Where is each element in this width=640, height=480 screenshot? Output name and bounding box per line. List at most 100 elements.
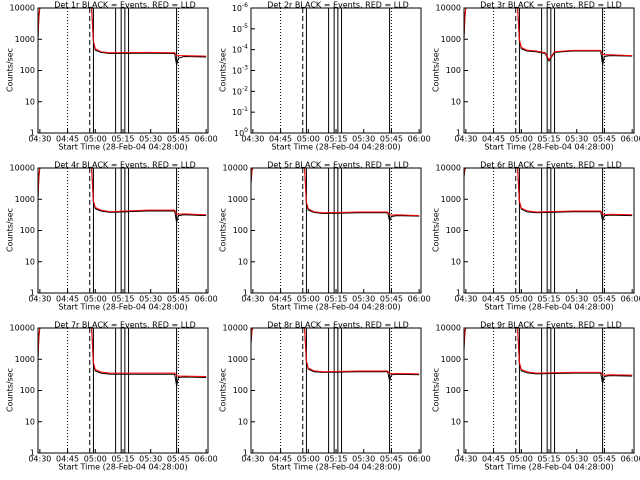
x-tick-label: 05:15: [111, 455, 134, 464]
x-axis-label: Start Time (28-Feb-04 04:28:00): [484, 463, 613, 472]
panel: Det 8r BLACK = Events, RED = LLD Start Ti…: [219, 321, 431, 472]
x-tick-label: 04:30: [454, 135, 477, 144]
x-tick-label: 05:30: [565, 135, 588, 144]
y-tick-label: 1000: [15, 195, 35, 204]
y-tick-label: 1: [243, 449, 248, 458]
series-line: [251, 328, 420, 382]
x-axis-label: Start Time (28-Feb-04 04:28:00): [484, 143, 613, 152]
y-tick-label: 1: [456, 289, 461, 298]
x-tick-label: 05:30: [565, 455, 588, 464]
panel-title: Det 8r BLACK = Events, RED = LLD: [267, 321, 409, 330]
panel-title: Det 1r BLACK = Events, RED = LLD: [54, 1, 196, 10]
x-axis-label: Start Time (28-Feb-04 04:28:00): [58, 303, 187, 312]
y-tick-label: 10000: [436, 324, 461, 333]
x-tick-label: 05:00: [510, 455, 533, 464]
x-tick-label: 05:30: [565, 295, 588, 304]
plot-frame: [250, 7, 422, 134]
y-tick-label: 10: [25, 257, 35, 266]
x-tick-label: 04:45: [269, 135, 292, 144]
x-tick-label: 06:00: [408, 135, 431, 144]
x-tick-label: 05:15: [537, 295, 560, 304]
y-axis-label: Counts/sec: [6, 368, 15, 412]
x-tick-label: 04:30: [28, 295, 51, 304]
x-tick-label: 06:00: [621, 135, 640, 144]
y-tick-label: 10000: [10, 4, 35, 13]
y-tick-label: 10: [451, 97, 461, 106]
x-tick-label: 05:45: [593, 295, 616, 304]
x-tick-label: 05:45: [380, 455, 403, 464]
y-tick-label: 10000: [223, 164, 248, 173]
y-tick-label: 100: [446, 226, 461, 235]
y-tick-label: 10-4: [232, 43, 248, 54]
y-tick-label: 100: [20, 66, 35, 75]
panel: Det 4r BLACK = Events, RED = LLD Start Ti…: [6, 161, 218, 312]
x-tick-label: 05:00: [297, 295, 320, 304]
x-tick-label: 04:45: [56, 295, 79, 304]
y-tick-label: 10: [238, 257, 248, 266]
y-tick-label: 100: [234, 127, 248, 138]
series-line: [464, 328, 633, 384]
x-tick-label: 05:00: [297, 455, 320, 464]
x-tick-label: 05:15: [324, 455, 347, 464]
x-tick-label: 05:00: [84, 295, 107, 304]
y-tick-label: 10: [451, 257, 461, 266]
series-line: [251, 168, 420, 217]
y-axis-label: Counts/sec: [219, 368, 228, 412]
y-tick-label: 100: [446, 386, 461, 395]
x-tick-label: 04:45: [482, 455, 505, 464]
series-line: [38, 168, 207, 216]
x-tick-label: 04:45: [482, 135, 505, 144]
series-line: [38, 8, 207, 66]
x-tick-label: 04:30: [454, 455, 477, 464]
y-tick-label: 1000: [441, 195, 461, 204]
x-tick-label: 04:45: [482, 295, 505, 304]
y-axis-label: Counts/sec: [432, 208, 441, 252]
series-line: [251, 168, 420, 223]
y-axis-label: Counts/sec: [6, 208, 15, 252]
panel: Det 6r BLACK = Events, RED = LLD Start Ti…: [432, 161, 640, 312]
x-tick-label: 05:00: [84, 455, 107, 464]
plot-frame: [37, 167, 209, 294]
x-tick-label: 05:00: [84, 135, 107, 144]
x-tick-label: 04:30: [28, 455, 51, 464]
y-axis-label: Counts/sec: [219, 48, 228, 92]
y-axis-label: Counts/sec: [432, 48, 441, 92]
x-tick-label: 05:15: [324, 295, 347, 304]
series-line: [251, 328, 420, 375]
x-tick-label: 05:45: [380, 135, 403, 144]
x-tick-label: 05:15: [111, 135, 134, 144]
x-axis-label: Start Time (28-Feb-04 04:28:00): [484, 303, 613, 312]
panel: Det 2r BLACK = Events, RED = LLD Start Ti…: [219, 1, 431, 152]
panel-title: Det 6r BLACK = Events, RED = LLD: [480, 161, 622, 170]
y-tick-label: 1000: [441, 355, 461, 364]
y-tick-label: 1: [30, 129, 35, 138]
panel-title: Det 3r BLACK = Events, RED = LLD: [480, 1, 622, 10]
x-tick-label: 05:45: [593, 455, 616, 464]
y-tick-label: 1000: [441, 35, 461, 44]
y-tick-label: 10000: [436, 164, 461, 173]
series-line: [464, 328, 633, 376]
x-tick-label: 05:45: [167, 295, 190, 304]
y-tick-label: 10000: [10, 164, 35, 173]
x-tick-label: 05:00: [510, 295, 533, 304]
x-tick-label: 06:00: [195, 455, 218, 464]
x-tick-label: 06:00: [621, 455, 640, 464]
y-tick-label: 1: [30, 449, 35, 458]
y-tick-label: 1: [30, 289, 35, 298]
y-tick-label: 10000: [223, 324, 248, 333]
series-line: [464, 168, 633, 224]
y-tick-label: 1000: [15, 355, 35, 364]
series-line: [464, 8, 633, 61]
x-tick-label: 04:45: [269, 455, 292, 464]
plot-frame: [463, 167, 635, 294]
panel: Det 7r BLACK = Events, RED = LLD Start Ti…: [6, 321, 218, 472]
x-axis-label: Start Time (28-Feb-04 04:28:00): [58, 463, 187, 472]
x-axis-label: Start Time (28-Feb-04 04:28:00): [58, 143, 187, 152]
x-tick-label: 04:30: [241, 455, 264, 464]
y-tick-label: 1000: [15, 35, 35, 44]
y-axis-label: Counts/sec: [6, 48, 15, 92]
y-tick-label: 10000: [436, 4, 461, 13]
series-line: [38, 168, 207, 223]
panel-title: Det 4r BLACK = Events, RED = LLD: [54, 161, 196, 170]
x-axis-label: Start Time (28-Feb-04 04:28:00): [271, 303, 400, 312]
